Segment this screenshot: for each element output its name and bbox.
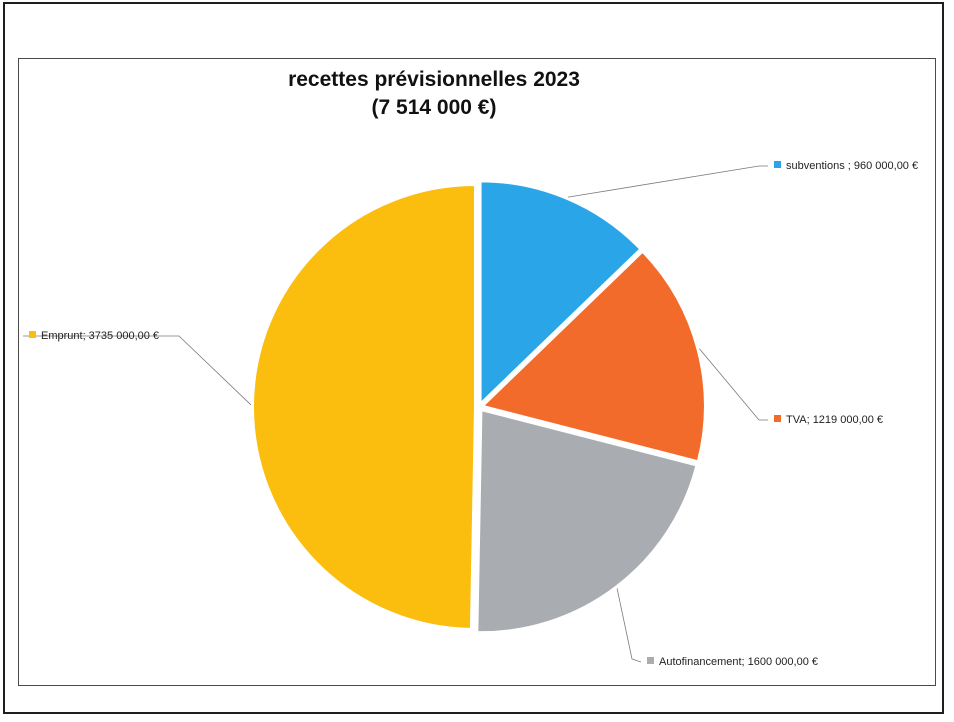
leader-line-autofinancement: [616, 588, 642, 663]
leader-line-tva: [699, 348, 768, 421]
pie-slices: [251, 180, 706, 634]
data-label-emprunt: Emprunt; 3735 000,00 €: [41, 330, 159, 342]
chart-subtitle: (7 514 000 €): [372, 96, 497, 119]
label-swatch-tva: [774, 415, 781, 422]
chart-title: recettes prévisionnelles 2023: [288, 68, 580, 91]
pie-chart: recettes prévisionnelles 2023 (7 514 000…: [23, 68, 918, 668]
pie-slice-subventions: [479, 180, 642, 406]
page-frame: [3, 2, 944, 714]
pie-slice-emprunt: [251, 183, 476, 630]
pie-slice-tva: [480, 250, 706, 463]
data-label-autofinancement: Autofinancement; 1600 000,00 €: [659, 656, 818, 668]
chart-area: recettes prévisionnelles 2023 (7 514 000…: [18, 58, 936, 686]
label-swatch-subventions: [774, 161, 781, 168]
data-label-subventions: subventions ; 960 000,00 €: [786, 160, 918, 172]
data-label-tva: TVA; 1219 000,00 €: [786, 414, 883, 426]
leader-line-emprunt: [23, 335, 252, 406]
pie-slice-autofinancement: [476, 408, 698, 634]
leader-line-subventions: [568, 165, 768, 198]
label-swatch-emprunt: [29, 331, 36, 338]
data-labels: subventions ; 960 000,00 € TVA; 1219 000,…: [23, 160, 918, 668]
label-swatch-autofinancement: [647, 657, 654, 664]
